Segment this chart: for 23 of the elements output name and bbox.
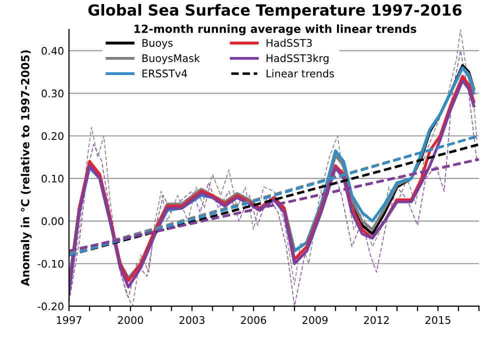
x-tick-label: 1997	[56, 316, 82, 324]
y-tick-label: 0.30	[42, 90, 64, 98]
x-tick-label: 2009	[302, 316, 328, 324]
y-tick-label: -0.20	[38, 302, 64, 310]
y-tick-label: 0.00	[42, 217, 64, 226]
legend-label: Buoys	[142, 39, 173, 49]
x-tick-label: 2015	[426, 316, 450, 324]
legend-label: HadSST3krg	[266, 54, 328, 64]
legend-label: BuoysMask	[142, 54, 200, 64]
y-tick-label: 0.40	[42, 46, 64, 55]
x-tick-label: 2012	[364, 316, 389, 324]
x-tick-label: 2000	[118, 316, 144, 324]
y-tick-label: -0.10	[38, 260, 64, 268]
y-tick-label: 0.10	[42, 174, 64, 183]
chart-title: Global Sea Surface Temperature 1997-2016	[88, 4, 462, 19]
legend-label: ERSSTv4	[142, 70, 188, 78]
chart-subtitle: 12-month running average with linear trends	[134, 24, 416, 36]
legend-label: Linear trends	[266, 69, 334, 78]
x-tick-label: 2006	[241, 316, 266, 324]
y-axis-title: Anomaly in °C (relative to 1997-2005)	[20, 50, 32, 286]
y-tick-label: 0.20	[42, 132, 64, 140]
legend-label: HadSST3	[266, 38, 312, 47]
x-tick-label: 2003	[180, 316, 204, 324]
